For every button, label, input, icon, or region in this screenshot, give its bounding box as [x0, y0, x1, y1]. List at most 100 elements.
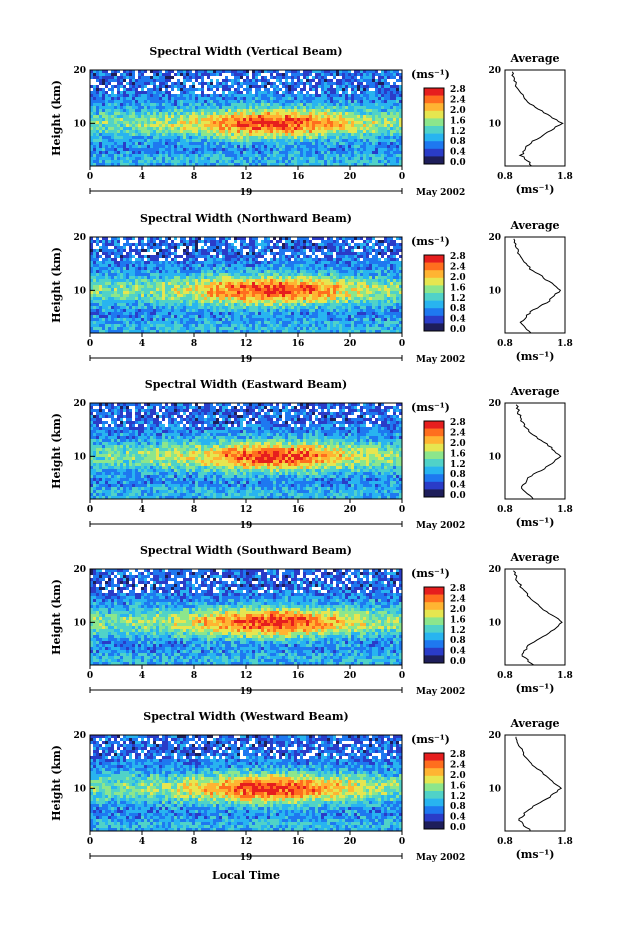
- heatmap-cell: [177, 273, 181, 277]
- heatmap-cell: [189, 264, 193, 268]
- heatmap-cell: [333, 82, 337, 86]
- heatmap-cell: [120, 133, 124, 137]
- heatmap-cell: [288, 127, 292, 131]
- heatmap-cell: [240, 145, 244, 149]
- heatmap-cell: [156, 139, 160, 143]
- heatmap-cell: [348, 264, 352, 268]
- heatmap-cell: [135, 97, 139, 101]
- heatmap-cell: [168, 82, 172, 86]
- heatmap-cell: [102, 76, 106, 80]
- heatmap-cell: [285, 94, 289, 98]
- heatmap-cell: [348, 130, 352, 134]
- heatmap-cell: [390, 136, 394, 140]
- heatmap-cell: [138, 160, 142, 164]
- heatmap-cell: [279, 240, 283, 244]
- heatmap-cell: [195, 109, 199, 113]
- heatmap-cell: [234, 243, 238, 247]
- heatmap-cell: [183, 76, 187, 80]
- heatmap-cell: [207, 154, 211, 158]
- heatmap-cell: [288, 154, 292, 158]
- heatmap-cell: [222, 160, 226, 164]
- heatmap-cell: [270, 88, 274, 92]
- heatmap-cell: [366, 273, 370, 277]
- heatmap-cell: [375, 163, 379, 167]
- heatmap-cell: [234, 109, 238, 113]
- heatmap-cell: [345, 139, 349, 143]
- heatmap-cell: [180, 157, 184, 161]
- heatmap-cell: [189, 73, 193, 77]
- heatmap-cell: [240, 163, 244, 167]
- heatmap-cell: [90, 121, 94, 125]
- heatmap-cell: [150, 70, 154, 74]
- heatmap-cell: [270, 85, 274, 89]
- heatmap-cell: [387, 255, 391, 259]
- heatmap-cell: [210, 124, 214, 128]
- heatmap-cell: [336, 103, 340, 107]
- heatmap-cell: [114, 88, 118, 92]
- heatmap-cell: [306, 82, 310, 86]
- heatmap-cell: [165, 270, 169, 274]
- heatmap-cell: [123, 157, 127, 161]
- heatmap-cell: [135, 139, 139, 143]
- heatmap-cell: [117, 249, 121, 253]
- heatmap-cell: [117, 76, 121, 80]
- heatmap-cell: [369, 73, 373, 77]
- heatmap-cell: [297, 270, 301, 274]
- heatmap-cell: [372, 73, 376, 77]
- heatmap-cell: [375, 255, 379, 259]
- heatmap-cell: [105, 127, 109, 131]
- heatmap-cell: [216, 163, 220, 167]
- heatmap-cell: [336, 118, 340, 122]
- heatmap-cell: [282, 91, 286, 95]
- heatmap-cell: [300, 112, 304, 116]
- heatmap-cell: [264, 142, 268, 146]
- heatmap-cell: [111, 70, 115, 74]
- heatmap-cell: [147, 118, 151, 122]
- heatmap-cell: [213, 273, 217, 277]
- heatmap-cell: [324, 82, 328, 86]
- heatmap-cell: [312, 115, 316, 119]
- heatmap-cell: [393, 270, 397, 274]
- heatmap-cell: [186, 267, 190, 271]
- heatmap-cell: [222, 103, 226, 107]
- heatmap-cell: [360, 160, 364, 164]
- heatmap-cell: [213, 136, 217, 140]
- heatmap-cell: [324, 145, 328, 149]
- heatmap-cell: [159, 82, 163, 86]
- heatmap-cell: [204, 240, 208, 244]
- heatmap-cell: [189, 270, 193, 274]
- heatmap-cell: [123, 151, 127, 155]
- heatmap-cell: [270, 106, 274, 110]
- colorbar-frame: [423, 87, 445, 165]
- heatmap-cell: [366, 136, 370, 140]
- heatmap-cell: [228, 145, 232, 149]
- heatmap-cell: [132, 273, 136, 277]
- heatmap-cell: [348, 79, 352, 83]
- heatmap-cell: [399, 151, 403, 155]
- heatmap-cell: [192, 163, 196, 167]
- heatmap-cell: [255, 261, 259, 265]
- heatmap-cell: [360, 70, 364, 74]
- heatmap-cell: [228, 243, 232, 247]
- heatmap-cell: [384, 142, 388, 146]
- heatmap-cell: [147, 142, 151, 146]
- heatmap-cell: [324, 240, 328, 244]
- heatmap-cell: [162, 70, 166, 74]
- heatmap-cell: [363, 261, 367, 265]
- heatmap-cell: [90, 151, 94, 155]
- heatmap-cell: [165, 148, 169, 152]
- heatmap-cell: [363, 124, 367, 128]
- heatmap-cell: [327, 103, 331, 107]
- heatmap-cell: [294, 130, 298, 134]
- heatmap-cell: [243, 106, 247, 110]
- heatmap-cell: [198, 151, 202, 155]
- average-x-tick-label: 1.8: [557, 172, 573, 182]
- heatmap-cell: [135, 79, 139, 83]
- heatmap-cell: [147, 151, 151, 155]
- heatmap-cell: [99, 97, 103, 101]
- heatmap-cell: [273, 276, 277, 280]
- heatmap-cell: [312, 243, 316, 247]
- heatmap-cell: [180, 130, 184, 134]
- heatmap-cell: [126, 133, 130, 137]
- heatmap-cell: [105, 249, 109, 253]
